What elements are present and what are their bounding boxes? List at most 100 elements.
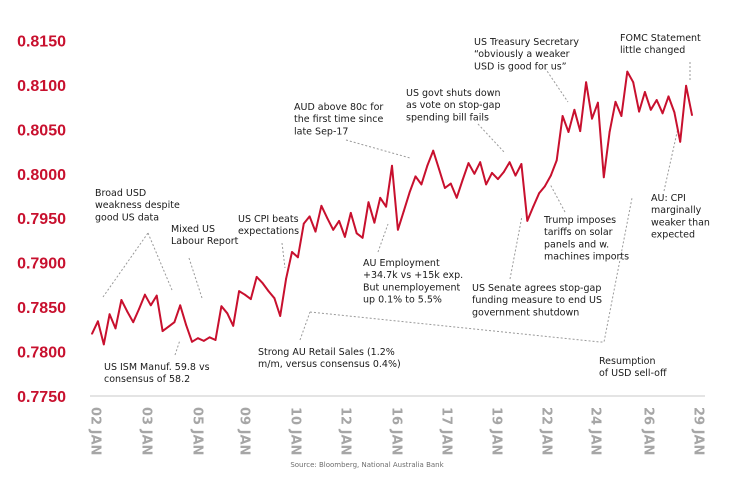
data-point — [567, 131, 570, 133]
data-point — [261, 282, 264, 284]
y-tick-label: 0.8050 — [17, 122, 66, 139]
data-point — [349, 212, 352, 214]
data-point — [602, 176, 605, 179]
data-point — [126, 310, 129, 313]
data-point — [691, 114, 693, 116]
data-point — [461, 179, 464, 181]
x-tick-label: 19 JAN — [489, 407, 504, 455]
data-point — [579, 130, 582, 133]
leader-broad-usd-2 — [147, 232, 173, 291]
annotation-line: FOMC Statement — [620, 33, 701, 44]
annotation-line: Labour Report — [171, 236, 239, 247]
data-point — [208, 336, 211, 339]
annotation-line: up 0.1% to 5.5% — [363, 295, 442, 306]
annotation-line: tariffs on solar — [544, 227, 613, 238]
y-tick-label: 0.7950 — [17, 211, 66, 228]
data-point — [508, 161, 511, 164]
x-tick-label: 10 JAN — [288, 407, 303, 455]
leader-us-govt-shutdown — [477, 123, 505, 153]
annotation-line: AU Employment — [363, 258, 440, 269]
data-point — [526, 220, 529, 222]
y-axis: 0.8150 0.8100 0.8050 0.8000 0.7950 0.7900 0.78… — [17, 33, 66, 406]
data-point — [438, 168, 440, 171]
annotation-line: late Sep-17 — [294, 126, 348, 137]
data-point — [91, 332, 93, 335]
annotation-line: US Treasury Secretary — [474, 37, 579, 48]
data-point — [685, 84, 687, 87]
annotation-line: panels and w. — [544, 239, 609, 250]
data-point — [308, 215, 311, 218]
data-point — [232, 324, 235, 327]
data-point — [302, 222, 305, 225]
leader-au-above-80c — [345, 139, 411, 159]
leader-trump-tariffs — [549, 183, 566, 213]
annotation-line: expected — [651, 230, 695, 241]
data-point — [285, 277, 287, 280]
data-point — [549, 174, 552, 177]
data-point — [667, 95, 670, 98]
data-point — [397, 228, 399, 231]
annotation-leaders — [102, 62, 691, 356]
data-point — [620, 115, 623, 117]
data-point — [191, 340, 193, 343]
y-tick-label: 0.7900 — [17, 256, 66, 273]
data-point — [538, 192, 540, 195]
x-tick-label: 24 JAN — [588, 407, 603, 455]
data-point — [179, 304, 182, 307]
annotation-line: weakness despite — [95, 200, 180, 211]
annotation-line: consensus of 58.2 — [104, 374, 190, 385]
x-tick-label: 29 JAN — [691, 407, 706, 455]
annotation-strong-au-retail: Strong AU Retail Sales (1.2%m/m, versus … — [258, 347, 401, 370]
data-point — [573, 108, 576, 111]
annotation-line: US CPI beats — [238, 214, 299, 225]
data-point — [520, 163, 523, 165]
y-tick-label: 0.8150 — [17, 33, 66, 50]
data-point — [679, 140, 682, 143]
data-point — [497, 178, 499, 181]
data-point — [455, 196, 458, 199]
data-point — [279, 315, 282, 317]
data-point — [220, 305, 223, 308]
data-point — [491, 172, 493, 174]
data-point — [297, 256, 299, 259]
annotation-line: as vote on stop-gap — [406, 100, 501, 111]
data-point — [108, 313, 111, 316]
data-point — [597, 101, 599, 104]
data-point — [414, 175, 417, 178]
data-point — [138, 308, 141, 310]
data-point — [444, 187, 446, 189]
data-point — [273, 297, 276, 300]
annotation-line: marginally — [651, 205, 702, 216]
data-point — [244, 293, 246, 296]
annotation-line: Trump imposes — [543, 215, 616, 226]
x-tick-label: 03 JAN — [139, 407, 154, 455]
annotation-line: machines imports — [544, 252, 629, 263]
annotation-line: spending bill fails — [406, 112, 489, 123]
data-point — [473, 172, 476, 175]
y-tick-label: 0.8100 — [17, 78, 66, 95]
data-point — [420, 183, 423, 186]
annotation-line: government shutdown — [472, 307, 579, 318]
annotation-line: But unemployement — [363, 282, 460, 293]
annotation-us-treasury: US Treasury Secretary“obviously a weaker… — [474, 37, 579, 72]
data-point — [185, 324, 188, 326]
annotation-line: US ISM Manuf. 59.8 vs — [104, 362, 210, 373]
data-point — [479, 161, 482, 164]
data-point — [226, 312, 229, 315]
annotation-line: Resumption — [599, 356, 655, 367]
y-tick-label: 0.7850 — [17, 300, 66, 317]
x-tick-label: 05 JAN — [190, 407, 205, 455]
x-tick-label: 12 JAN — [338, 407, 353, 455]
annotation-line: US govt shuts down — [406, 88, 501, 99]
x-tick-label: 02 JAN — [88, 407, 103, 455]
y-tick-label: 0.8000 — [17, 167, 66, 184]
leader-ism — [174, 339, 181, 356]
data-point — [361, 236, 364, 239]
